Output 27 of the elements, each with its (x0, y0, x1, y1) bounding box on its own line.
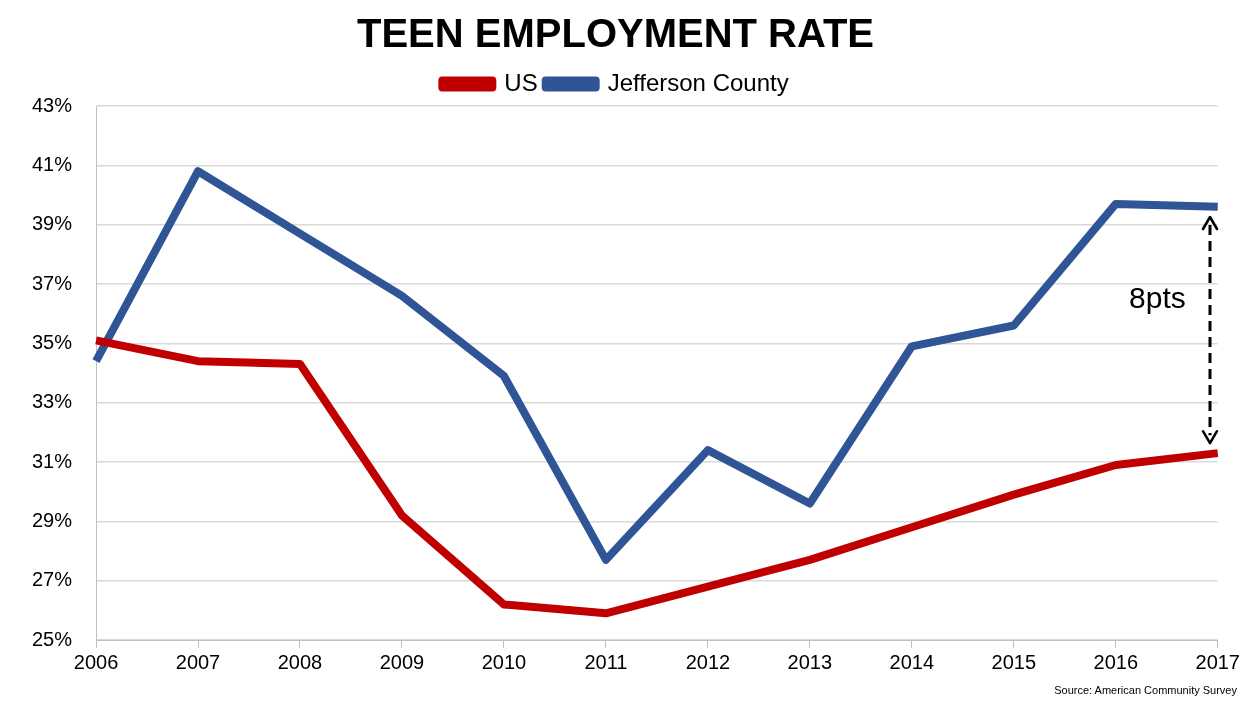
x-tick-label: 2015 (991, 650, 1037, 673)
y-tick-label: 27% (32, 568, 73, 591)
source-note: Source: American Community Survey (1054, 683, 1238, 696)
y-tick-label: 25% (32, 627, 73, 650)
x-tick-label: 2014 (889, 650, 935, 673)
legend-label: Jefferson County (607, 68, 789, 96)
x-tick-label: 2017 (1195, 650, 1240, 673)
x-tick-label: 2016 (1093, 650, 1139, 673)
annotation: 8pts (1129, 281, 1186, 315)
x-tick-label: 2009 (379, 650, 425, 673)
x-tick-label: 2010 (481, 650, 527, 673)
x-tick-label: 2006 (73, 650, 119, 673)
y-tick-label: 33% (32, 390, 73, 413)
x-tick-label: 2007 (175, 650, 221, 673)
x-tick-label: 2008 (277, 650, 323, 673)
y-tick-label: 31% (32, 449, 73, 472)
legend-label: US (504, 68, 538, 96)
chart-title: TEEN EMPLOYMENT RATE (356, 11, 875, 56)
y-tick-label: 43% (32, 93, 73, 116)
y-tick-label: 35% (32, 330, 73, 353)
y-tick-label: 37% (32, 271, 73, 294)
x-tick-label: 2013 (787, 650, 833, 673)
y-tick-label: 39% (32, 212, 73, 235)
y-tick-label: 29% (32, 508, 73, 531)
y-tick-label: 41% (32, 152, 73, 175)
x-tick-label: 2012 (685, 650, 731, 673)
x-tick-label: 2011 (584, 650, 628, 673)
